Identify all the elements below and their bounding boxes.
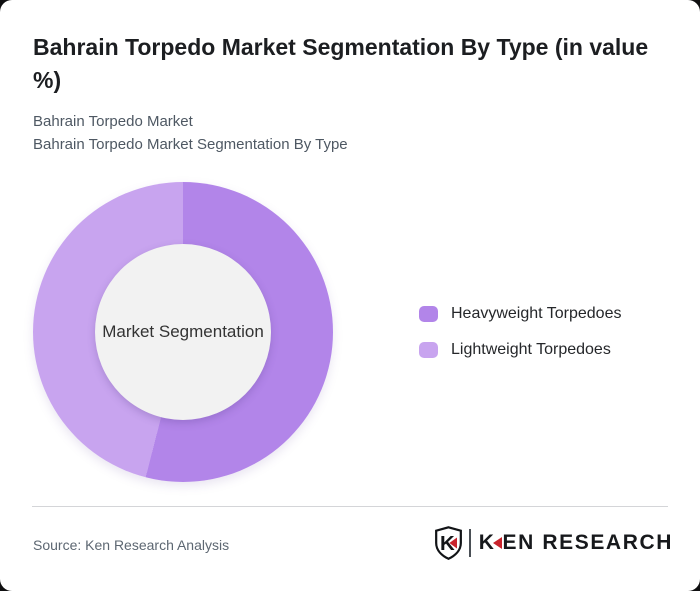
legend-label: Heavyweight Torpedoes bbox=[451, 305, 622, 322]
donut-chart: Market Segmentation bbox=[33, 182, 333, 482]
subtitle-line-1: Bahrain Torpedo Market bbox=[33, 113, 193, 130]
chart-title: Bahrain Torpedo Market Segmentation By T… bbox=[33, 34, 649, 93]
source-note: Source: Ken Research Analysis bbox=[33, 537, 230, 553]
donut-center-label: Market Segmentation bbox=[102, 322, 264, 341]
legend: Heavyweight Torpedoes Lightweight Torped… bbox=[419, 305, 622, 378]
shield-monogram: K bbox=[440, 533, 455, 555]
chart-subtitle: Bahrain Torpedo Market Bahrain Torpedo M… bbox=[33, 111, 653, 156]
legend-swatch-heavyweight bbox=[419, 306, 438, 322]
legend-label: Lightweight Torpedoes bbox=[451, 341, 611, 358]
brand-wordmark: K EN RESEARCH bbox=[479, 531, 673, 555]
donut-center: Market Segmentation bbox=[95, 244, 271, 420]
subtitle-line-2: Bahrain Torpedo Market Segmentation By T… bbox=[33, 135, 348, 153]
ken-research-logo: K K EN RESEARCH bbox=[434, 526, 673, 560]
logo-divider-bar bbox=[468, 529, 471, 557]
wordmark-red-triangle bbox=[492, 537, 502, 549]
shield-k-icon: K bbox=[434, 526, 462, 560]
wordmark-rest: EN RESEARCH bbox=[502, 531, 673, 554]
wordmark-k: K bbox=[478, 531, 496, 554]
legend-item-lightweight: Lightweight Torpedoes bbox=[419, 341, 621, 358]
footer-divider bbox=[32, 506, 668, 507]
legend-swatch-lightweight bbox=[419, 342, 438, 358]
legend-item-heavyweight: Heavyweight Torpedoes bbox=[419, 305, 622, 322]
shield-red-triangle bbox=[449, 537, 457, 549]
